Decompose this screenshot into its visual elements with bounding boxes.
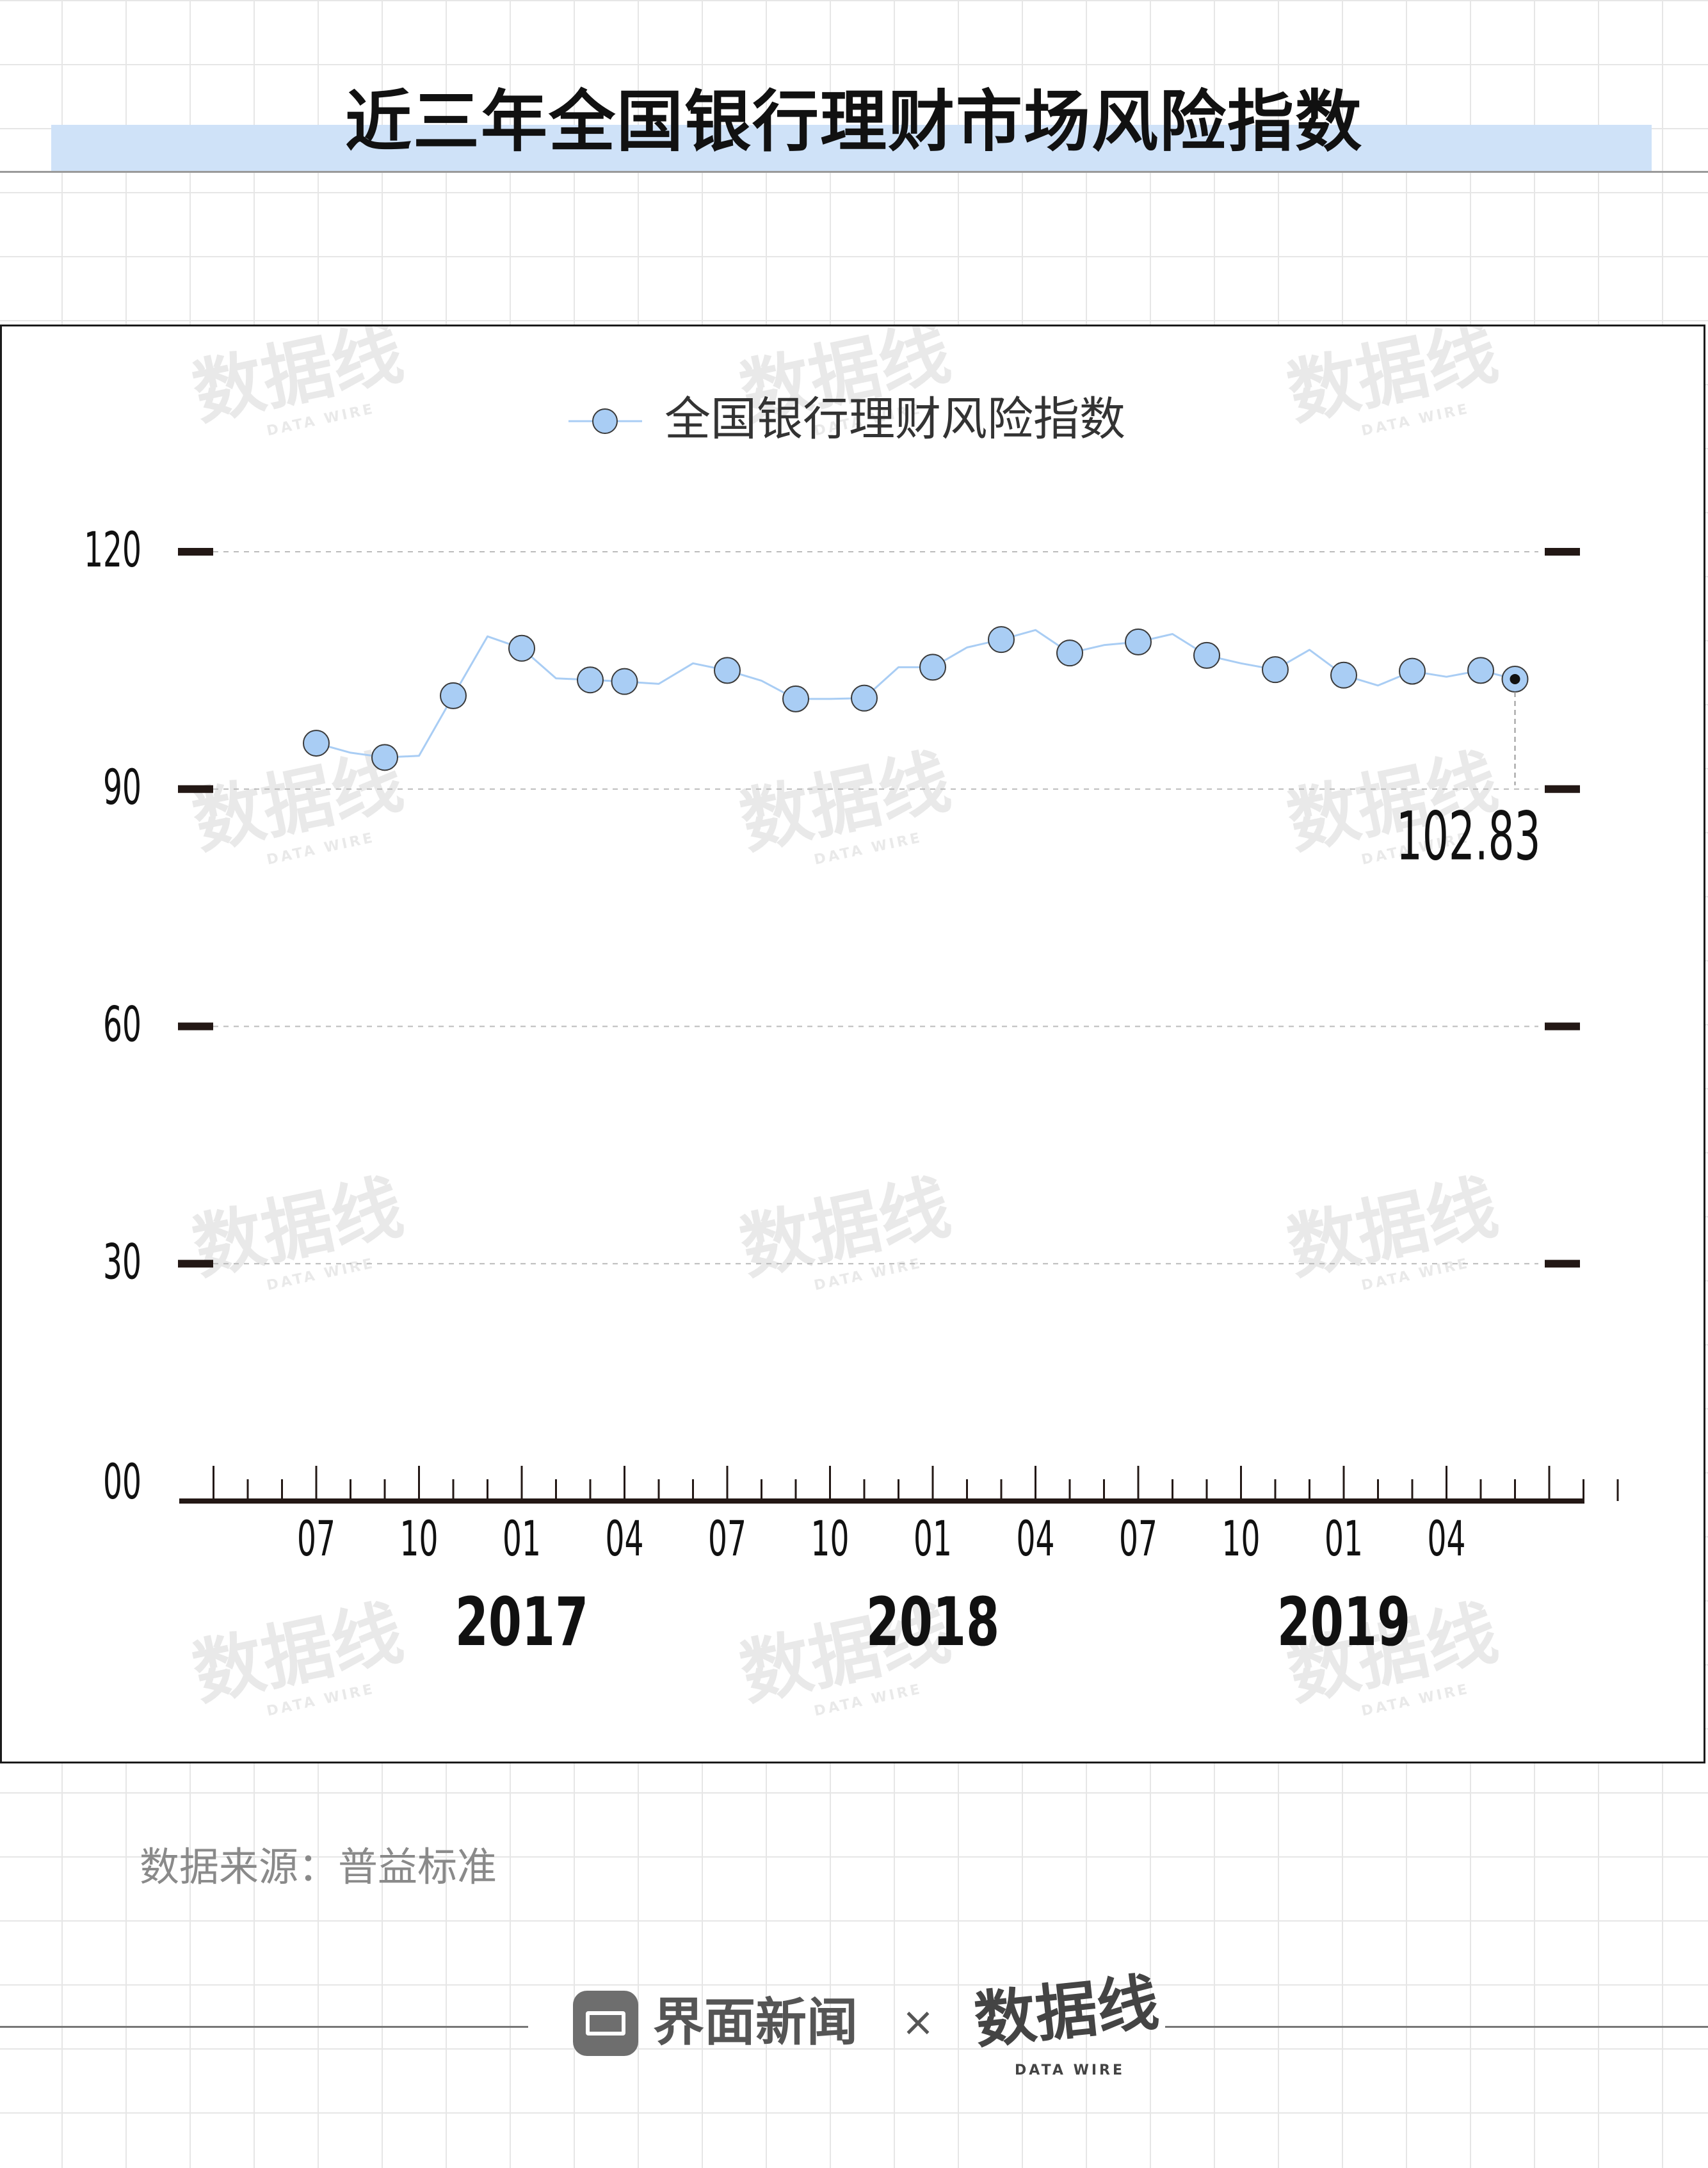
data-point <box>611 668 638 695</box>
data-point <box>919 654 946 681</box>
y-tick-label: 90 <box>103 759 141 815</box>
x-month-label: 10 <box>1222 1510 1261 1567</box>
data-point <box>577 666 604 694</box>
x-month-label: 10 <box>400 1510 439 1567</box>
x-month-label: 07 <box>708 1510 746 1567</box>
grid-layer <box>213 551 1538 1265</box>
x-month-label: 04 <box>606 1510 644 1567</box>
annotation-dot <box>1510 673 1520 684</box>
y-tick-mark-right <box>1545 785 1580 793</box>
data-point <box>1056 639 1083 667</box>
data-point <box>440 682 467 709</box>
data-point <box>1193 641 1220 669</box>
x-month-label: 01 <box>914 1510 952 1567</box>
y-tick-mark-left <box>178 785 213 793</box>
title-highlight-band <box>51 125 1652 171</box>
footer-rule-left <box>0 2026 528 2028</box>
y-tick-mark-left <box>178 548 213 556</box>
x-axis-line <box>179 1498 1584 1504</box>
footer-datawire-mark: 数据线 <box>971 1966 1163 2057</box>
x-month-label: 07 <box>1119 1510 1157 1567</box>
x-year-label: 2019 <box>1277 1584 1410 1662</box>
y-tick-label: 60 <box>103 996 141 1053</box>
footer-times: × <box>901 1998 935 2045</box>
annotation-value-label: 102.83 <box>1396 799 1541 876</box>
footer-brand: 界面新闻 <box>653 1993 858 2052</box>
x-month-label: 07 <box>297 1510 335 1567</box>
x-month-label: 01 <box>1325 1510 1363 1567</box>
data-point <box>1125 628 1152 655</box>
data-point <box>1399 657 1426 685</box>
data-point <box>714 657 741 684</box>
data-point <box>1330 661 1357 689</box>
y-tick-mark-right <box>1545 1022 1580 1031</box>
data-point <box>303 730 330 757</box>
y-tick-mark-left <box>178 1022 213 1031</box>
y-tick-label: 30 <box>103 1233 141 1290</box>
footer-datawire-sub: DATA WIRE <box>1015 2062 1125 2078</box>
x-year-label: 2017 <box>455 1584 588 1662</box>
data-source-note: 数据来源：普益标准 <box>140 1843 497 1890</box>
data-point <box>1467 657 1494 684</box>
y-tick-label: 00 <box>103 1453 141 1510</box>
axes-layer: 00 30 60 90 120 07 10 01 04 07 10 01 04 07 10 01 04 2017 2… <box>84 521 1619 1662</box>
title-divider <box>0 171 1708 173</box>
series-layer <box>303 626 1529 771</box>
footer-rule-right <box>1165 2026 1708 2028</box>
page-title: 近三年全国银行理财市场风险指数 <box>344 83 1363 161</box>
y-tick-label: 120 <box>84 521 141 578</box>
legend-label: 全国银行理财风险指数 <box>665 392 1125 446</box>
data-point <box>851 684 878 712</box>
data-point <box>371 744 398 771</box>
jiemian-logo-icon <box>573 1991 638 2056</box>
series-line <box>316 629 1515 759</box>
legend: 全国银行理财风险指数 <box>568 392 1125 446</box>
annotation-layer: 102.83 <box>1396 673 1541 876</box>
data-point <box>988 626 1015 654</box>
y-tick-mark-right <box>1545 1260 1580 1268</box>
x-month-label: 01 <box>503 1510 541 1567</box>
data-point <box>1262 656 1289 684</box>
x-month-label: 04 <box>1017 1510 1055 1567</box>
y-tick-mark-right <box>1545 548 1580 556</box>
x-month-label: 04 <box>1428 1510 1466 1567</box>
legend-marker <box>592 408 618 434</box>
x-year-label: 2018 <box>866 1584 999 1662</box>
y-tick-mark-left <box>178 1260 213 1268</box>
x-month-label: 10 <box>811 1510 850 1567</box>
data-point <box>508 634 535 662</box>
chart-panel: 数据线 DATA WIRE 数据线 DATA WIRE 数据线 DATA WIRE 数据线 D… <box>0 325 1705 1763</box>
data-point <box>782 685 809 712</box>
